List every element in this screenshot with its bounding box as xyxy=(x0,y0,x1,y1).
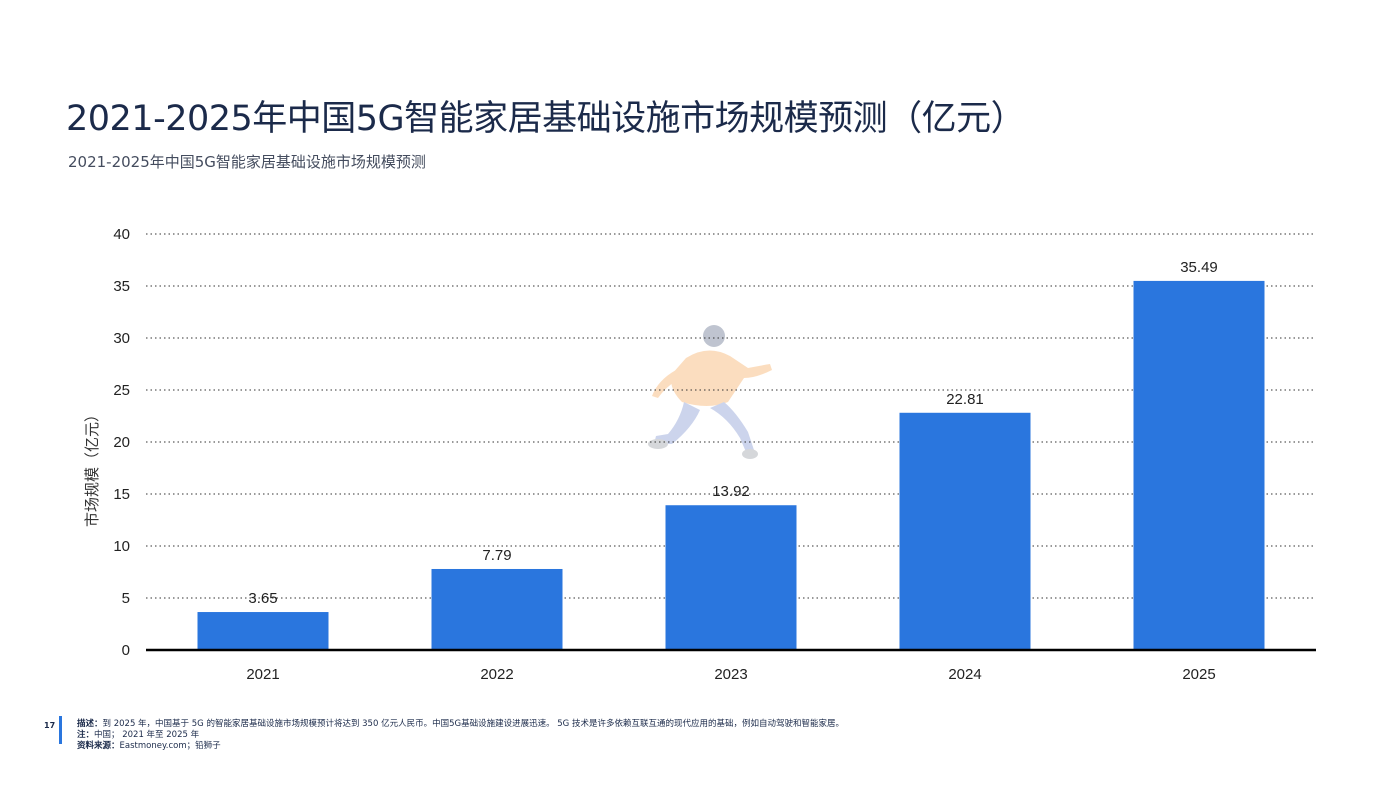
y-tick-label: 10 xyxy=(113,538,130,555)
source-label: 资料来源： xyxy=(77,741,120,751)
data-label: 13.92 xyxy=(712,483,750,500)
data-label: 3.65 xyxy=(248,590,277,607)
y-tick-label: 30 xyxy=(113,330,130,347)
y-tick-label: 0 xyxy=(122,642,130,659)
source-text: Eastmoney.com；铅狮子 xyxy=(119,741,221,751)
data-label: 35.49 xyxy=(1180,259,1218,276)
running-person-watermark-icon xyxy=(648,325,772,459)
y-axis-ticks: 0 5 10 15 20 25 30 35 40 xyxy=(113,226,130,659)
note-text: 中国； 2021 年至 2025 年 xyxy=(94,730,200,740)
footer-note: 注：中国； 2021 年至 2025 年 xyxy=(77,730,844,741)
x-tick-label: 2023 xyxy=(714,666,747,683)
page-title: 2021-2025年中国5G智能家居基础设施市场规模预测（亿元） xyxy=(66,99,1026,139)
bars xyxy=(197,280,1265,650)
y-tick-label: 5 xyxy=(122,590,130,607)
footer-accent-bar xyxy=(59,716,62,744)
description-text: 到 2025 年，中国基于 5G 的智能家居基础设施市场规模预计将达到 350 … xyxy=(102,719,844,729)
footer-notes: 17 描述：到 2025 年，中国基于 5G 的智能家居基础设施市场规模预计将达… xyxy=(44,716,1344,756)
y-tick-label: 35 xyxy=(113,278,130,295)
bar xyxy=(431,568,563,650)
y-tick-label: 15 xyxy=(113,486,130,503)
x-axis-ticks: 2021 2022 2023 2024 2025 xyxy=(246,666,1215,683)
footer-source: 资料来源：Eastmoney.com；铅狮子 xyxy=(77,741,844,752)
page-subtitle: 2021-2025年中国5G智能家居基础设施市场规模预测 xyxy=(68,153,426,171)
data-label: 22.81 xyxy=(946,391,984,408)
x-tick-label: 2022 xyxy=(480,666,513,683)
y-tick-label: 20 xyxy=(113,434,130,451)
page-number: 17 xyxy=(44,721,56,730)
footer-text-block: 描述：到 2025 年，中国基于 5G 的智能家居基础设施市场规模预计将达到 3… xyxy=(77,719,844,752)
y-tick-label: 25 xyxy=(113,382,130,399)
bar xyxy=(665,505,797,650)
footer-description: 描述：到 2025 年，中国基于 5G 的智能家居基础设施市场规模预计将达到 3… xyxy=(77,719,844,730)
x-tick-label: 2021 xyxy=(246,666,279,683)
bar xyxy=(197,612,329,650)
data-labels: 3.65 7.79 13.92 22.81 35.49 xyxy=(248,259,1217,607)
description-label: 描述： xyxy=(77,719,103,729)
bar xyxy=(899,412,1031,650)
x-tick-label: 2025 xyxy=(1182,666,1215,683)
y-axis-title: 市场规模（亿元） xyxy=(83,407,101,527)
y-tick-label: 40 xyxy=(113,226,130,243)
data-label: 7.79 xyxy=(482,547,511,564)
note-label: 注： xyxy=(77,730,95,740)
bar xyxy=(1133,280,1265,650)
x-tick-label: 2024 xyxy=(948,666,981,683)
